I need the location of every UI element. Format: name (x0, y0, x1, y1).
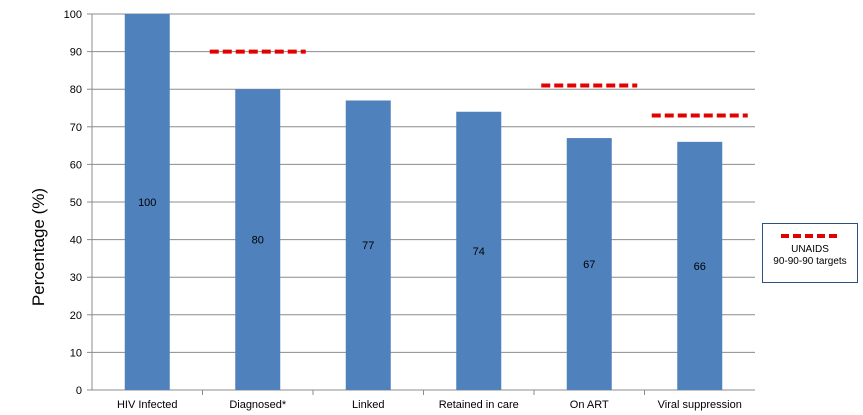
bar (345, 100, 391, 390)
y-tick-label: 70 (70, 122, 82, 134)
y-tick-label: 80 (70, 84, 82, 96)
x-category-label: Viral suppression (658, 399, 742, 411)
data-label: 80 (252, 235, 264, 247)
legend: UNAIDS 90-90-90 targets (762, 223, 858, 283)
x-category-label: On ART (570, 399, 609, 411)
x-category-label: Linked (352, 399, 384, 411)
y-tick-label: 20 (70, 310, 82, 322)
bar (235, 89, 281, 390)
y-tick-label: 30 (70, 272, 82, 284)
x-category-label: Retained in care (439, 399, 519, 411)
bar (677, 141, 723, 390)
y-axis-label: Percentage (%) (29, 188, 48, 306)
data-label: 77 (362, 240, 374, 252)
data-label: 74 (473, 246, 485, 258)
y-tick-label: 50 (70, 197, 82, 209)
y-tick-label: 0 (76, 385, 82, 397)
y-tick-label: 90 (70, 47, 82, 59)
y-tick-label: 40 (70, 235, 82, 247)
data-label: 66 (694, 261, 706, 273)
legend-line-1: UNAIDS (791, 244, 829, 255)
y-tick-label: 100 (64, 9, 82, 21)
x-category-label: Diagnosed* (229, 399, 287, 411)
bar (124, 14, 170, 390)
legend-line-2: 90-90-90 targets (773, 256, 847, 267)
bar (566, 138, 612, 390)
y-tick-label: 10 (70, 347, 82, 359)
bar (456, 111, 502, 390)
y-tick-label: 60 (70, 159, 82, 171)
data-label: 100 (138, 197, 156, 209)
legend-text: UNAIDS 90-90-90 targets (763, 244, 857, 268)
x-category-label: HIV Infected (117, 399, 178, 411)
legend-target-line (781, 234, 837, 238)
data-label: 67 (583, 259, 595, 271)
